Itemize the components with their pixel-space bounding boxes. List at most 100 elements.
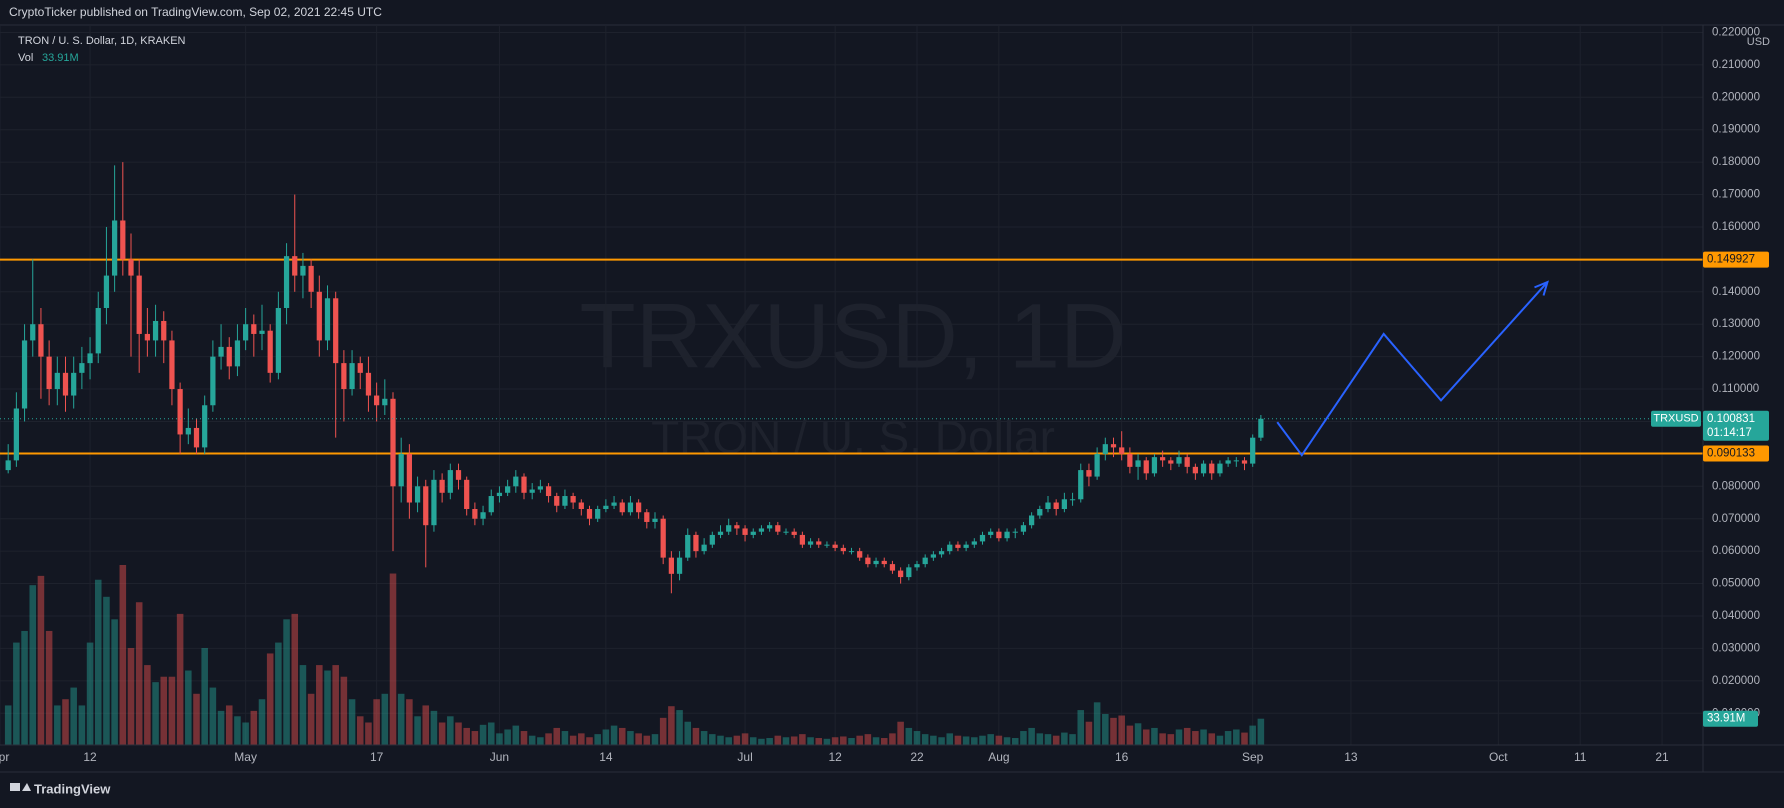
plot-area: TRXUSD, 1D TRON / U. S. Dollar — [0, 25, 1703, 745]
x-tick-label: 13 — [1344, 750, 1358, 764]
volume-bar — [578, 733, 585, 745]
level-tag-label: 0.149927 — [1707, 254, 1755, 266]
y-tick-label: 0.050000 — [1712, 578, 1760, 590]
volume-bar — [1011, 738, 1019, 745]
candle-body — [611, 502, 617, 506]
candle-body — [316, 291, 322, 341]
candle-body — [685, 534, 691, 558]
volume-bar — [1052, 735, 1060, 745]
candle-body — [1151, 457, 1158, 474]
candle-body — [54, 372, 60, 390]
volume-bar — [1142, 729, 1150, 745]
volume-bar — [185, 670, 192, 745]
candle-body — [71, 372, 77, 396]
volume-bar — [283, 619, 290, 745]
candle-body — [1258, 418, 1264, 438]
candle-body — [963, 544, 969, 548]
volume-bar — [94, 579, 102, 745]
candle-body — [1053, 502, 1059, 509]
volume-bar — [889, 733, 896, 745]
last-price-label: 0.100831 — [1707, 413, 1755, 425]
volume-bar — [463, 727, 470, 745]
volume-bar — [37, 575, 45, 745]
candle-body — [341, 363, 347, 390]
candle-body — [734, 525, 740, 529]
volume-bar — [872, 737, 880, 745]
candle-body — [38, 324, 44, 357]
volume-bar — [553, 727, 561, 745]
volume-bar — [225, 705, 233, 745]
volume-bar — [962, 736, 970, 745]
candle-body — [390, 398, 396, 487]
y-tick-label: 0.110000 — [1712, 383, 1759, 395]
candle-body — [545, 486, 552, 497]
candle-body — [554, 496, 560, 506]
candle-body — [1029, 515, 1035, 526]
volume-bar — [1183, 727, 1191, 745]
volume-bar — [13, 642, 20, 745]
candle-body — [120, 220, 126, 260]
candle-body — [1200, 463, 1207, 474]
y-tick-label: 0.070000 — [1712, 513, 1760, 525]
candle-body — [1192, 466, 1198, 474]
candle-body — [1176, 457, 1182, 464]
volume-bar — [135, 602, 143, 745]
volume-bar — [594, 734, 601, 745]
candle-body — [95, 308, 101, 354]
volume-bar — [1257, 718, 1265, 745]
candle-body — [1168, 460, 1174, 464]
candle-body — [357, 363, 363, 373]
volume-bar — [217, 710, 225, 745]
volume-bar — [340, 676, 348, 745]
candle-body — [144, 333, 150, 341]
volume-bar — [258, 699, 266, 745]
volume-bar — [659, 717, 667, 745]
candle-body — [251, 324, 257, 334]
candle-body — [668, 557, 674, 574]
candle-body — [824, 544, 830, 546]
publish-header: CryptoTicker published on TradingView.co… — [9, 5, 382, 19]
volume-bar — [921, 734, 929, 745]
candle-body — [603, 505, 609, 509]
candle-body — [1045, 502, 1051, 509]
volume-bar — [1233, 729, 1240, 745]
candle-body — [1094, 453, 1100, 477]
candle-body — [382, 398, 388, 406]
x-tick-label: Jul — [737, 750, 752, 764]
candle-body — [938, 551, 945, 555]
x-tick-label: 22 — [910, 750, 924, 764]
volume-bar — [438, 722, 446, 745]
volume-bar — [717, 735, 724, 745]
y-tick-label: 0.200000 — [1712, 91, 1760, 103]
volume-bar — [528, 735, 536, 745]
candle-body — [717, 531, 724, 535]
candle-body — [1069, 499, 1076, 501]
candle-body — [283, 256, 290, 309]
volume-bar — [1085, 721, 1093, 745]
volume-bar — [348, 699, 356, 745]
candle-body — [243, 324, 249, 341]
volume-bar — [365, 722, 372, 745]
level-tag-label: 0.090133 — [1707, 447, 1755, 459]
volume-bar — [447, 716, 454, 745]
candle-body — [234, 340, 241, 367]
candle-body — [5, 460, 11, 471]
candle-body — [218, 346, 224, 357]
candle-body — [185, 427, 191, 435]
volume-bar — [54, 705, 61, 745]
x-tick-label: 14 — [599, 750, 613, 764]
volume-bar — [291, 613, 299, 745]
y-tick-label: 0.190000 — [1712, 124, 1760, 136]
candle-body — [660, 518, 666, 558]
volume-bar — [1036, 733, 1044, 745]
candle-body — [439, 479, 445, 493]
candle-body — [767, 525, 773, 529]
volume-bar — [86, 642, 94, 745]
volume-bar — [1249, 725, 1256, 745]
volume-bar — [487, 722, 495, 745]
volume-bar — [471, 731, 479, 745]
candle-body — [636, 502, 642, 513]
candle-body — [693, 534, 699, 552]
volume-bar — [545, 733, 552, 745]
candle-body — [292, 256, 298, 276]
